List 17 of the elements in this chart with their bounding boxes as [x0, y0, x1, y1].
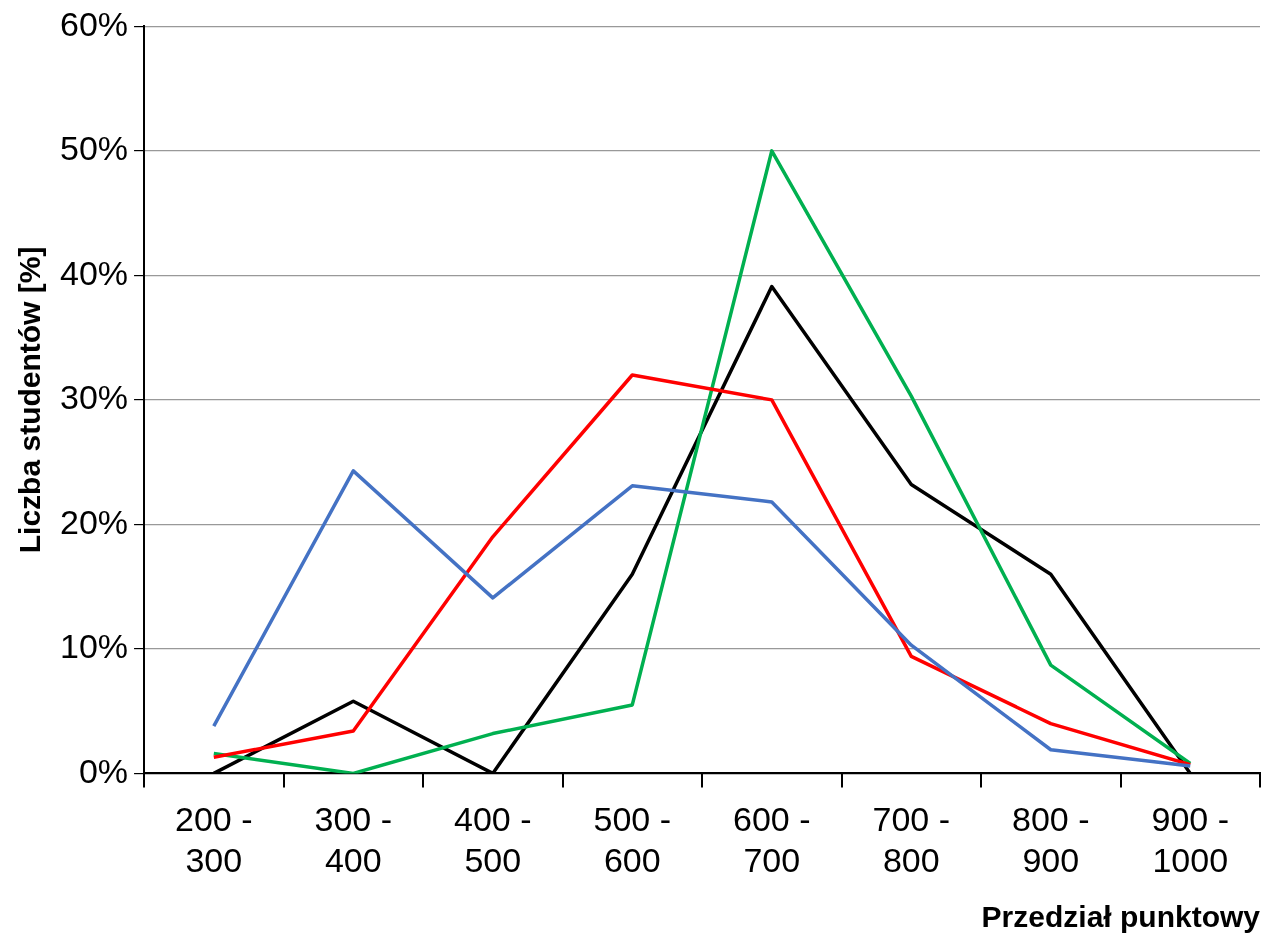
y-tick-label: 0%: [78, 751, 129, 790]
x-tick-label: 800 - 900: [1012, 800, 1090, 879]
x-tick-label: 200 - 300: [175, 800, 253, 879]
y-tick-label: 40%: [59, 253, 129, 292]
y-tick-label: 10%: [59, 627, 129, 666]
x-tick-label: 300 - 400: [314, 800, 393, 879]
x-axis-title: Przedział punktowy: [981, 900, 1261, 934]
x-tick-label: 900 - 1000: [1151, 800, 1229, 879]
y-tick-label: 50%: [59, 129, 129, 168]
y-tick-label: 20%: [59, 502, 129, 541]
x-tick-label: 500 - 600: [593, 800, 672, 879]
x-tick-label: 700 - 800: [872, 800, 951, 879]
y-tick-label: 30%: [59, 378, 129, 417]
x-tick-label: 600 - 700: [733, 800, 811, 879]
y-axis-title: Liczba studentów [%]: [13, 246, 47, 554]
x-tick-label: 400 - 500: [454, 800, 532, 879]
y-tick-label: 60%: [59, 4, 129, 43]
